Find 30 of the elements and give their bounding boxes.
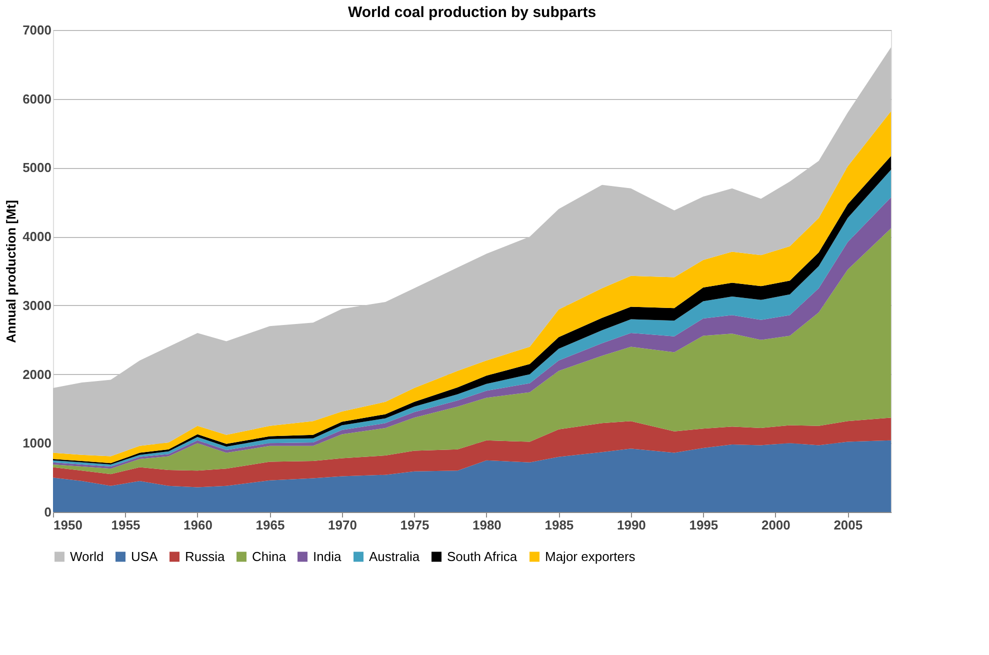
y-tick-label: 2000 (22, 366, 52, 382)
x-tick-label: 1970 (328, 518, 357, 532)
y-tick-label: 5000 (22, 160, 52, 176)
y-tick-label: 3000 (22, 298, 52, 313)
legend-label: World (70, 548, 104, 564)
x-tick-label: 1995 (689, 518, 718, 532)
y-tick-label: 6000 (22, 91, 52, 106)
legend-label: China (252, 548, 287, 564)
legend-label: India (313, 548, 342, 564)
x-tick-label: 2000 (761, 518, 790, 532)
x-tick-label: 1980 (472, 518, 502, 532)
x-tick-label: 1960 (184, 518, 212, 532)
x-tick-label: 1955 (111, 518, 140, 532)
x-tick-label: 1965 (256, 518, 285, 532)
x-tick-label: 1950 (54, 518, 82, 532)
y-tick-label: 1000 (22, 436, 52, 451)
x-tick-label: 1990 (616, 518, 646, 532)
y-tick-label: 7000 (22, 22, 52, 38)
y-axis-title: Annual production [Mt] (4, 200, 19, 343)
x-tick-label: 1985 (544, 518, 574, 532)
legend-label: Russia (185, 548, 226, 564)
x-tick-label: 1975 (400, 518, 430, 532)
legend-label: South Africa (447, 548, 518, 564)
legend-label: USA (131, 548, 158, 564)
y-tick-label: 0 (44, 504, 52, 520)
x-tick-label: 2005 (834, 518, 863, 532)
legend-label: Major exporters (545, 548, 636, 564)
legend-label: Australia (369, 548, 420, 564)
chart-title: World coal production by subparts (348, 4, 596, 21)
y-tick-label: 4000 (22, 229, 52, 244)
